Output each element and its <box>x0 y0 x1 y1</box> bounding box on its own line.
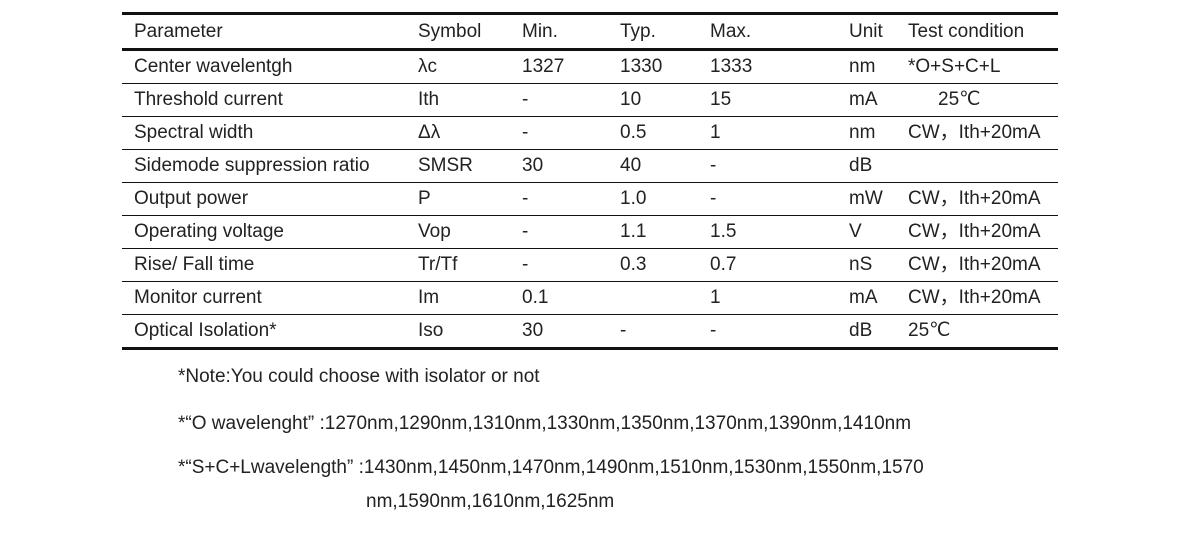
header-max: Max. <box>698 13 837 51</box>
cell-min: - <box>510 116 608 150</box>
cell-symbol: SMSR <box>406 149 510 183</box>
cell-test-condition: CW，Ith+20mA <box>896 116 1058 150</box>
cell-max: 1 <box>698 116 837 150</box>
cell-typ: 40 <box>608 149 698 183</box>
cell-unit: dB <box>837 314 896 350</box>
cell-min: 30 <box>510 149 608 183</box>
cell-symbol: Im <box>406 281 510 315</box>
table-row: Rise/ Fall time Tr/Tf -0.3 0.7 nS CW，Ith+20mA <box>122 248 1058 282</box>
note-scl-band: *“S+C+Lwavelength” :1430nm,1450nm,1470nm… <box>178 457 924 478</box>
header-symbol: Symbol <box>406 13 510 51</box>
cell-min: 0.1 <box>510 281 608 315</box>
header-min: Min. <box>510 13 608 51</box>
cell-test-condition: CW，Ith+20mA <box>896 182 1058 216</box>
cell-test-condition: 25℃ <box>896 314 1058 350</box>
cell-max: 1.5 <box>698 215 837 249</box>
cell-parameter: Sidemode suppression ratio <box>122 149 406 183</box>
cell-min: - <box>510 248 608 282</box>
table-row: Output power P -1.0- mW CW，Ith+20mA <box>122 182 1058 216</box>
cell-typ <box>608 281 698 315</box>
cell-unit: mA <box>837 281 896 315</box>
cell-symbol: λc <box>406 49 510 84</box>
cell-parameter: Monitor current <box>122 281 406 315</box>
cell-min: 30 <box>510 314 608 350</box>
header-typ: Typ. <box>608 13 698 51</box>
cell-typ: 1330 <box>608 49 698 84</box>
cell-symbol: P <box>406 182 510 216</box>
cell-typ: 1.1 <box>608 215 698 249</box>
cell-unit: mW <box>837 182 896 216</box>
cell-typ: 10 <box>608 83 698 117</box>
cell-max: - <box>698 149 837 183</box>
cell-symbol: Iso <box>406 314 510 350</box>
cell-unit: nm <box>837 116 896 150</box>
cell-parameter: Center wavelentgh <box>122 49 406 84</box>
cell-typ: 0.5 <box>608 116 698 150</box>
cell-max: 15 <box>698 83 837 117</box>
cell-min: - <box>510 182 608 216</box>
cell-symbol: Ith <box>406 83 510 117</box>
cell-unit: nS <box>837 248 896 282</box>
cell-test-condition <box>896 149 1058 183</box>
cell-unit: mA <box>837 83 896 117</box>
cell-min: - <box>510 215 608 249</box>
cell-min: - <box>510 83 608 117</box>
cell-parameter: Output power <box>122 182 406 216</box>
cell-typ: - <box>608 314 698 350</box>
table-header-row: Parameter Symbol Min. Typ. Max. Unit Tes… <box>122 13 1058 51</box>
cell-max: - <box>698 314 837 350</box>
cell-min: 1327 <box>510 49 608 84</box>
cell-unit: nm <box>837 49 896 84</box>
cell-test-condition: *O+S+C+L <box>896 49 1058 84</box>
cell-parameter: Operating voltage <box>122 215 406 249</box>
note-isolator: *Note:You could choose with isolator or … <box>178 366 540 387</box>
table-row: Center wavelentgh λc 1327 1330 1333 nm *O+S+C+… <box>122 49 1058 84</box>
cell-typ: 1.0 <box>608 182 698 216</box>
header-test-condition: Test condition <box>896 13 1058 51</box>
specifications-table: Parameter Symbol Min. Typ. Max. Unit Tes… <box>122 12 1058 350</box>
cell-parameter: Threshold current <box>122 83 406 117</box>
cell-symbol: Vop <box>406 215 510 249</box>
table-row: Optical Isolation* Iso 30- - dB 25℃ <box>122 314 1058 350</box>
note-o-band: *“O wavelenght” :1270nm,1290nm,1310nm,13… <box>178 413 912 434</box>
header-parameter: Parameter <box>122 13 406 51</box>
cell-max: 1333 <box>698 49 837 84</box>
table-row: Monitor current Im 0.1 1 mA CW，Ith+20mA <box>122 281 1058 315</box>
cell-test-condition: CW，Ith+20mA <box>896 281 1058 315</box>
table-row: Sidemode suppression ratio SMSR 30 40- dB <box>122 149 1058 183</box>
table-row: Threshold current Ith -10 15 mA 25℃ <box>122 83 1058 117</box>
table-row: Spectral width Δλ -0.5 1 nm CW，Ith+20mA <box>122 116 1058 150</box>
cell-test-condition: CW，Ith+20mA <box>896 215 1058 249</box>
cell-parameter: Optical Isolation* <box>122 314 406 350</box>
header-unit: Unit <box>837 13 896 51</box>
cell-symbol: Tr/Tf <box>406 248 510 282</box>
cell-unit: V <box>837 215 896 249</box>
cell-unit: dB <box>837 149 896 183</box>
table-row: Operating voltage Vop -1.1 1.5 V CW，Ith+20mA <box>122 215 1058 249</box>
cell-parameter: Rise/ Fall time <box>122 248 406 282</box>
cell-test-condition: CW，Ith+20mA <box>896 248 1058 282</box>
cell-max: 1 <box>698 281 837 315</box>
note-scl-band-continued: nm,1590nm,1610nm,1625nm <box>366 491 615 512</box>
cell-max: - <box>698 182 837 216</box>
cell-parameter: Spectral width <box>122 116 406 150</box>
cell-test-condition: 25℃ <box>896 83 1058 117</box>
cell-symbol: Δλ <box>406 116 510 150</box>
cell-typ: 0.3 <box>608 248 698 282</box>
cell-max: 0.7 <box>698 248 837 282</box>
